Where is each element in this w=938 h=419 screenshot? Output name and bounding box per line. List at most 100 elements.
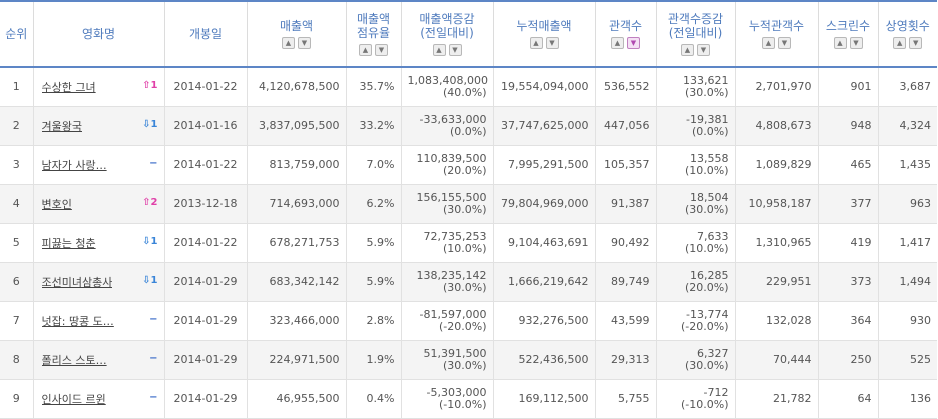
- screens-cell: 364: [817, 301, 878, 340]
- sort-descending-icon[interactable]: ▼: [298, 37, 311, 49]
- sales-delta-percent: (30.0%): [442, 202, 487, 216]
- sort-descending-icon[interactable]: ▼: [778, 37, 791, 49]
- sort-ascending-icon[interactable]: ▲: [893, 37, 907, 49]
- audience-delta-cell: 18,504 (30.0%): [655, 184, 735, 223]
- audience-cell: 447,056: [594, 106, 656, 145]
- screens-cell: 465: [817, 145, 878, 184]
- rank-change-value: 1: [150, 118, 158, 130]
- sales-delta-value: 138,235,142: [416, 268, 487, 282]
- sort-descending-icon[interactable]: ▼: [627, 37, 640, 49]
- sales-delta-cell: 110,839,500 (20.0%): [400, 145, 493, 184]
- rank-cell: 8: [12, 353, 20, 366]
- rank-cell: 5: [12, 236, 20, 249]
- audience-delta-value: 18,504: [690, 190, 729, 204]
- movie-title-link[interactable]: 넛잡: 땅콩 도…: [41, 314, 114, 328]
- table-row: 3 남자가 사랑… −2014-01-22 813,759,000 7.0% 110,83…: [0, 145, 937, 184]
- audience-delta-percent: (30.0%): [684, 85, 729, 99]
- movie-title-link[interactable]: 변호인: [41, 197, 72, 211]
- rank-down-arrow-icon: ⇩: [142, 118, 151, 130]
- rank-up-arrow-icon: ⇧: [142, 79, 151, 91]
- share-cell: 5.9%: [345, 262, 401, 301]
- column-header: 스크린수 ▲ ▼: [817, 1, 878, 67]
- sort-descending-icon[interactable]: ▼: [697, 44, 710, 56]
- open-date-cell: 2014-01-29: [163, 379, 247, 418]
- rank-down-arrow-icon: ⇩: [142, 274, 151, 286]
- shows-cell: 1,417: [877, 223, 937, 262]
- sort-ascending-icon[interactable]: ▲: [432, 44, 446, 56]
- rank-change: −: [149, 314, 157, 325]
- table-row: 9 인사이드 르윈 −2014-01-29 46,955,500 0.4% -5,303,…: [0, 379, 937, 418]
- movie-title-link[interactable]: 겨울왕국: [41, 119, 82, 133]
- title-cell: 남자가 사랑… −: [32, 145, 164, 184]
- column-header-label: 매출액: [356, 12, 391, 26]
- screens-cell: 250: [817, 340, 878, 379]
- sort-ascending-icon[interactable]: ▲: [681, 44, 694, 56]
- shows-cell: 4,324: [877, 106, 937, 145]
- share-cell: 5.9%: [345, 223, 401, 262]
- cumulative-audience-cell: 1,310,965: [734, 223, 818, 262]
- sales-delta-percent: (-10.0%): [439, 397, 487, 411]
- sales-delta-percent: (-20.0%): [439, 319, 487, 333]
- sort-descending-icon[interactable]: ▼: [909, 37, 923, 49]
- column-header-label: 누적관객수: [748, 19, 805, 33]
- audience-cell: 105,357: [594, 145, 656, 184]
- movie-title-link[interactable]: 인사이드 르윈: [41, 392, 106, 406]
- sort-ascending-icon[interactable]: ▲: [762, 37, 775, 49]
- share-cell: 2.8%: [345, 301, 401, 340]
- column-header: 매출액 점유율 ▲ ▼: [345, 1, 401, 67]
- sales-delta-value: -5,303,000: [426, 385, 487, 399]
- audience-delta-cell: -19,381 (0.0%): [655, 106, 735, 145]
- sales-delta-value: 156,155,500: [416, 190, 487, 204]
- rank-change: ⇧2: [142, 197, 157, 208]
- column-header: 누적매출액 ▲ ▼: [492, 1, 595, 67]
- audience-delta-percent: (30.0%): [684, 202, 729, 216]
- sales-cell: 683,342,142: [246, 262, 346, 301]
- sales-cell: 678,271,753: [246, 223, 346, 262]
- sales-delta-percent: (20.0%): [442, 163, 487, 177]
- table-row: 8 폴리스 스토… −2014-01-29 224,971,500 1.9% 51,391…: [0, 340, 937, 379]
- rank-change: ⇩1: [142, 119, 157, 130]
- cumulative-sales-cell: 37,747,625,000: [492, 106, 595, 145]
- movie-title-link[interactable]: 피끓는 청춘: [41, 236, 96, 250]
- column-header-sublabel: (전일대비): [420, 26, 474, 40]
- sort-ascending-icon[interactable]: ▲: [282, 37, 295, 49]
- title-cell: 겨울왕국 ⇩1: [32, 106, 164, 145]
- open-date-cell: 2014-01-29: [163, 262, 247, 301]
- rank-change: −: [149, 158, 157, 169]
- sales-delta-value: -33,633,000: [419, 112, 487, 126]
- sort-ascending-icon[interactable]: ▲: [529, 37, 543, 49]
- audience-delta-value: 133,621: [683, 73, 729, 87]
- shows-cell: 136: [877, 379, 937, 418]
- audience-delta-cell: 133,621 (30.0%): [655, 67, 735, 106]
- rank-down-arrow-icon: ⇩: [142, 235, 151, 247]
- column-header-label: 스크린수: [825, 19, 871, 33]
- sales-delta-cell: 156,155,500 (30.0%): [400, 184, 493, 223]
- screens-cell: 64: [817, 379, 878, 418]
- movie-title-link[interactable]: 수상한 그녀: [41, 80, 96, 94]
- share-cell: 1.9%: [345, 340, 401, 379]
- sort-ascending-icon[interactable]: ▲: [833, 37, 847, 49]
- sales-cell: 3,837,095,500: [246, 106, 346, 145]
- audience-delta-value: -19,381: [686, 112, 729, 126]
- rank-up-arrow-icon: ⇧: [142, 196, 151, 208]
- title-cell: 폴리스 스토… −: [32, 340, 164, 379]
- movie-title-link[interactable]: 조선미녀삼총사: [41, 275, 113, 289]
- sort-descending-icon[interactable]: ▼: [545, 37, 559, 49]
- audience-delta-cell: 7,633 (10.0%): [655, 223, 735, 262]
- screens-cell: 377: [817, 184, 878, 223]
- column-header-label: 영화명: [81, 27, 116, 41]
- movie-title-link[interactable]: 폴리스 스토…: [41, 353, 107, 367]
- cumulative-audience-cell: 70,444: [734, 340, 818, 379]
- cumulative-audience-cell: 1,089,829: [734, 145, 818, 184]
- column-header: 순위: [0, 1, 33, 67]
- movie-title-link[interactable]: 남자가 사랑…: [41, 158, 107, 172]
- column-header: 관객수증감 (전일대비) ▲ ▼: [655, 1, 735, 67]
- sort-ascending-icon[interactable]: ▲: [359, 44, 372, 56]
- sort-descending-icon[interactable]: ▼: [448, 44, 462, 56]
- title-cell: 넛잡: 땅콩 도… −: [32, 301, 164, 340]
- table-row: 2 겨울왕국 ⇩1 2014-01-16 3,837,095,500 33.2% -33,6…: [0, 106, 937, 145]
- sort-ascending-icon[interactable]: ▲: [611, 37, 624, 49]
- title-cell: 변호인 ⇧2: [32, 184, 164, 223]
- sort-descending-icon[interactable]: ▼: [375, 44, 388, 56]
- sort-descending-icon[interactable]: ▼: [849, 37, 863, 49]
